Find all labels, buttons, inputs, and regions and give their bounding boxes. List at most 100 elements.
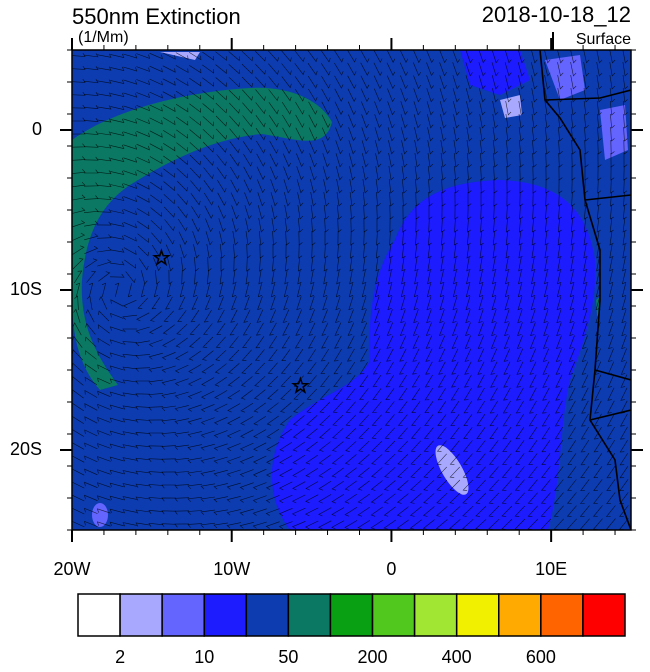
wind-barb: [240, 429, 254, 439]
wind-barb: [606, 479, 616, 491]
wind-barb: [385, 361, 394, 375]
wind-barb: [558, 152, 563, 168]
wind-barb: [545, 126, 550, 142]
wind-barb: [318, 441, 331, 452]
wind-barb: [334, 88, 344, 102]
wind-barb: [426, 88, 434, 103]
wind-barb: [284, 256, 289, 272]
wind-barb: [427, 140, 434, 155]
wind-barb: [268, 335, 278, 349]
wind-barb: [200, 483, 215, 490]
wind-barb: [189, 323, 200, 335]
wind-barb: [449, 453, 460, 465]
wind-barb: [414, 166, 421, 181]
wind-barb: [475, 492, 487, 504]
wind-barb: [491, 283, 497, 298]
wind-barb: [619, 452, 629, 466]
wind-barb: [266, 442, 280, 452]
wind-barb: [376, 218, 381, 233]
wind-barb: [189, 337, 201, 348]
wind-barb: [502, 413, 512, 427]
wind-barb: [216, 154, 227, 167]
wind-barb: [216, 141, 227, 153]
wind-barb: [346, 375, 356, 387]
wind-barb: [323, 179, 330, 194]
wind-barb: [375, 166, 382, 181]
wind-barb: [384, 440, 396, 452]
wind-barb: [593, 466, 603, 479]
wind-barb: [436, 506, 448, 517]
wind-barb: [400, 88, 408, 103]
wind-barb: [376, 191, 381, 207]
wind-barb: [608, 283, 614, 298]
wind-barb: [439, 88, 447, 103]
wind-barb: [217, 296, 224, 310]
wind-barb: [151, 297, 161, 310]
wind-barb: [466, 140, 473, 155]
wind-barb: [83, 105, 99, 109]
wind-barb: [309, 296, 315, 311]
colorbar: 2 10 50 200 400 600: [77, 593, 626, 667]
wind-barb: [213, 469, 228, 477]
wind-barb: [272, 230, 277, 246]
wind-barb: [411, 414, 421, 426]
wind-barb: [148, 510, 164, 514]
wind-barb: [97, 417, 111, 423]
wind-barb: [570, 270, 575, 285]
wind-barb: [268, 89, 279, 102]
wind-barb: [462, 505, 474, 517]
wind-barb: [84, 442, 98, 450]
wind-barb: [149, 130, 163, 138]
wind-barb: [331, 520, 345, 530]
wind-barb: [295, 322, 303, 336]
wind-barb: [475, 519, 487, 530]
wind-barb: [567, 479, 577, 491]
wind-barb: [97, 259, 112, 267]
wind-barb: [466, 114, 473, 129]
wind-barb: [335, 140, 343, 155]
wind-barb: [148, 458, 164, 463]
wind-barb: [282, 127, 292, 141]
wind-barb: [579, 492, 590, 504]
wind-barb: [253, 442, 267, 452]
wind-barb: [109, 417, 124, 423]
wind-barb: [281, 89, 292, 102]
wind-barb: [399, 322, 406, 336]
wind-barb: [360, 348, 368, 362]
wind-barb: [581, 374, 589, 388]
wind-barb: [527, 505, 538, 517]
wind-barb: [477, 348, 485, 362]
wind-barb: [622, 204, 627, 220]
wind-barb: [162, 117, 176, 126]
wind-barb: [505, 114, 512, 129]
wind-barb: [149, 156, 163, 165]
wind-barb: [384, 453, 396, 465]
wind-barb: [83, 130, 99, 135]
wind-barb: [323, 270, 328, 285]
wind-barb: [231, 283, 237, 298]
wind-barb: [450, 401, 460, 414]
wind-barb: [580, 426, 589, 440]
colorbar-box: [371, 593, 416, 637]
wind-barb: [607, 400, 615, 414]
wind-barb: [178, 296, 186, 310]
wind-barb: [441, 165, 446, 181]
wind-barb: [397, 440, 409, 452]
wind-barb: [596, 270, 601, 285]
wind-barb: [255, 76, 266, 88]
wind-barb: [397, 480, 409, 491]
wind-barb: [83, 182, 99, 187]
wind-barb: [203, 323, 213, 335]
wind-barb: [257, 205, 265, 220]
wind-barb: [425, 361, 433, 375]
wind-barb: [357, 480, 370, 491]
wind-barb: [489, 414, 499, 427]
wind-barb: [175, 103, 189, 113]
wind-barb: [283, 166, 291, 181]
colorbar-box: [413, 593, 458, 637]
wind-barb: [305, 494, 319, 504]
wind-barb: [347, 88, 357, 102]
wind-barb: [386, 75, 396, 90]
wind-barb: [318, 494, 332, 504]
wind-barb: [462, 440, 473, 452]
